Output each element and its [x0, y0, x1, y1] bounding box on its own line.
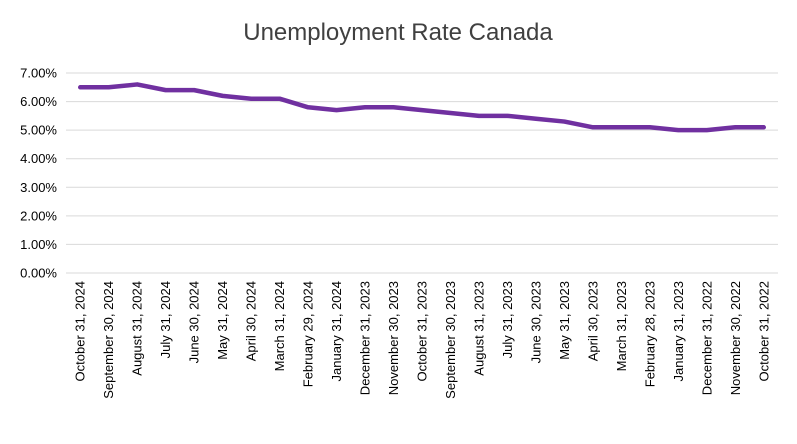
- x-axis-tick-labels: October 31, 2024 September 30, 2024 August…: [73, 281, 772, 399]
- x-tick-label: December 31, 2023: [358, 281, 373, 395]
- x-tick-label: October 31, 2022: [756, 281, 771, 381]
- x-tick-label: October 31, 2024: [73, 281, 88, 381]
- x-tick-label: January 31, 2024: [329, 281, 344, 381]
- y-tick-label: 1.00%: [20, 237, 57, 252]
- x-tick-label: April 30, 2024: [244, 281, 259, 361]
- x-tick-label: April 30, 2023: [585, 281, 600, 361]
- x-tick-label: November 30, 2022: [728, 281, 743, 395]
- y-tick-label: 2.00%: [20, 208, 57, 223]
- x-tick-label: August 31, 2024: [130, 281, 145, 376]
- x-tick-label: November 30, 2023: [386, 281, 401, 395]
- x-tick-label: July 31, 2024: [158, 281, 173, 358]
- x-tick-label: September 30, 2024: [101, 281, 116, 399]
- series-line: [77, 82, 767, 133]
- x-tick-label: June 30, 2023: [528, 281, 543, 363]
- y-tick-label: 6.00%: [20, 94, 57, 109]
- x-tick-label: March 31, 2024: [272, 281, 287, 371]
- x-tick-label: October 31, 2023: [415, 281, 430, 381]
- x-tick-label: May 31, 2024: [215, 281, 230, 360]
- y-axis-tick-labels: 0.00% 1.00% 2.00% 3.00% 4.00% 5.00% 6.00% 7.00%: [20, 66, 57, 281]
- y-tick-label: 5.00%: [20, 123, 57, 138]
- y-tick-label: 4.00%: [20, 151, 57, 166]
- x-tick-label: May 31, 2023: [557, 281, 572, 360]
- x-tick-label: February 28, 2023: [642, 281, 657, 387]
- x-tick-label: December 31, 2022: [699, 281, 714, 395]
- y-tick-label: 7.00%: [20, 66, 57, 81]
- x-tick-label: June 30, 2024: [187, 281, 202, 363]
- y-tick-label: 3.00%: [20, 180, 57, 195]
- grid-lines: [66, 72, 778, 274]
- series-layer: [77, 82, 767, 133]
- x-tick-label: July 31, 2023: [500, 281, 515, 358]
- chart-title: Unemployment Rate Canada: [243, 19, 553, 46]
- x-tick-label: August 31, 2023: [471, 281, 486, 376]
- x-tick-label: September 30, 2023: [443, 281, 458, 399]
- x-tick-label: January 31, 2023: [671, 281, 686, 381]
- x-tick-label: February 29, 2024: [301, 281, 316, 387]
- y-tick-label: 0.00%: [20, 266, 57, 281]
- x-tick-label: March 31, 2023: [614, 281, 629, 371]
